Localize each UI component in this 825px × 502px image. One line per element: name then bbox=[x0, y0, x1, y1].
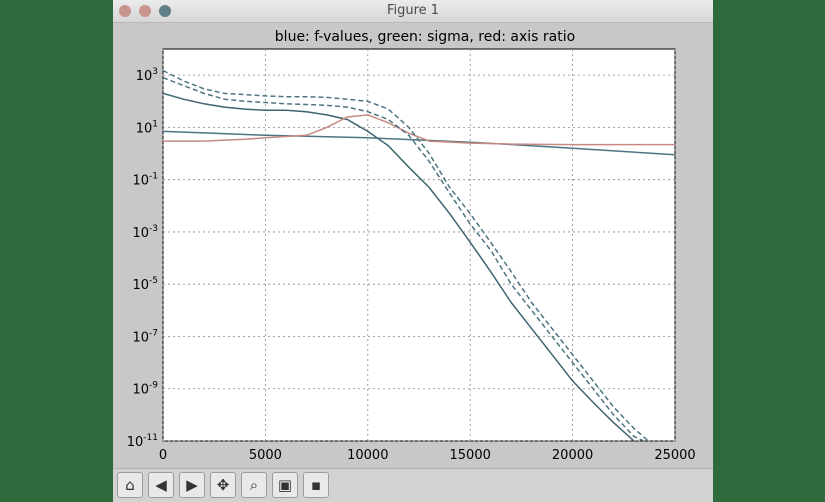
series-line-f-values bbox=[163, 92, 638, 441]
x-tick-labels: 0 5000 10000 15000 20000 25000 bbox=[159, 448, 696, 463]
save-button[interactable]: ▪ bbox=[303, 472, 329, 498]
y-tick-label: 10-11 bbox=[127, 433, 158, 450]
zoom-button[interactable]: ⌕ bbox=[241, 472, 267, 498]
y-tick-label: 10-1 bbox=[132, 172, 158, 189]
y-tick-labels: 10-11 10-9 10-7 10-5 10-3 10-1 101 103 bbox=[127, 67, 159, 450]
series-line-lower-dashed bbox=[163, 76, 646, 441]
window-title: Figure 1 bbox=[386, 3, 440, 18]
series-line-axis-ratio bbox=[163, 114, 675, 146]
pan-move-icon: ✥ bbox=[216, 476, 230, 494]
close-window-button[interactable] bbox=[119, 5, 131, 17]
x-tick-label: 5000 bbox=[249, 448, 282, 463]
home-button[interactable]: ⌂ bbox=[117, 472, 143, 498]
chart-canvas: blue: f-values, green: sigma, red: axis … bbox=[127, 29, 696, 463]
series-line-upper-dashed bbox=[163, 69, 650, 441]
x-tick-label: 0 bbox=[159, 448, 167, 463]
pan-button[interactable]: ✥ bbox=[210, 472, 236, 498]
y-tick-label: 10-7 bbox=[132, 328, 158, 345]
minimize-window-button[interactable] bbox=[139, 5, 151, 17]
series-group bbox=[163, 69, 675, 441]
y-tick-label: 103 bbox=[136, 67, 158, 84]
back-button[interactable]: ◀ bbox=[148, 472, 174, 498]
zoom-rect-icon: ⌕ bbox=[249, 476, 259, 494]
zoom-window-button[interactable] bbox=[159, 5, 171, 17]
window-titlebar: Figure 1 bbox=[113, 0, 713, 23]
y-tick-label: 10-5 bbox=[132, 276, 158, 293]
y-tick-label: 101 bbox=[136, 119, 158, 136]
y-tick-label: 10-3 bbox=[132, 224, 158, 241]
x-tick-label: 15000 bbox=[450, 448, 491, 463]
forward-button[interactable]: ▶ bbox=[179, 472, 205, 498]
back-arrow-icon: ◀ bbox=[155, 476, 167, 494]
chart-title: blue: f-values, green: sigma, red: axis … bbox=[275, 29, 575, 45]
subplots-config-icon: ▣ bbox=[277, 476, 293, 494]
forward-arrow-icon: ▶ bbox=[186, 476, 198, 494]
save-disk-icon: ▪ bbox=[310, 476, 322, 494]
figure-window: Figure 1 blue: f-values, green: sigma, r… bbox=[113, 0, 713, 502]
plot-area bbox=[162, 48, 676, 442]
x-tick-label: 10000 bbox=[347, 448, 388, 463]
x-tick-label: 20000 bbox=[552, 448, 593, 463]
navigation-toolbar: ⌂ ◀ ▶ ✥ ⌕ ▣ ▪ bbox=[113, 468, 713, 502]
home-icon: ⌂ bbox=[125, 476, 135, 494]
grid-lines bbox=[162, 49, 676, 442]
subplots-button[interactable]: ▣ bbox=[272, 472, 298, 498]
x-tick-label: 25000 bbox=[654, 448, 695, 463]
y-tick-label: 10-9 bbox=[132, 381, 158, 398]
